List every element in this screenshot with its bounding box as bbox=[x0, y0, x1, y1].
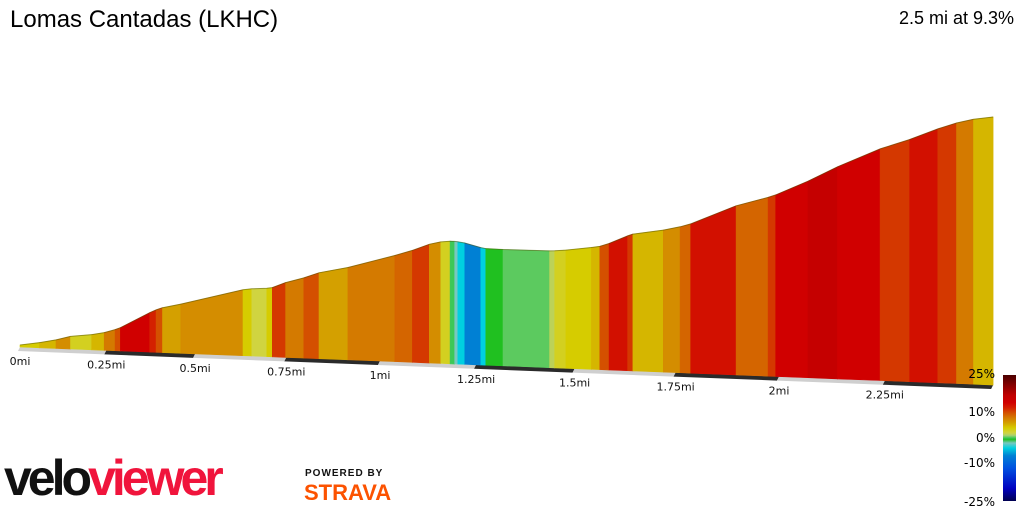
gradient-segment bbox=[549, 250, 556, 369]
legend-label-10: 10% bbox=[968, 405, 995, 419]
legend-label-neg25: -25% bbox=[963, 495, 995, 509]
distance-base-band bbox=[882, 380, 994, 389]
gradient-segment bbox=[565, 247, 592, 370]
distance-base-band bbox=[104, 350, 196, 358]
segment-title: Lomas Cantadas (LKHC) bbox=[10, 6, 279, 33]
legend-label-neg10: -10% bbox=[963, 456, 995, 470]
veloviewer-logo: veloviewer bbox=[4, 450, 224, 506]
x-tick-label: 2mi bbox=[769, 385, 790, 398]
gradient-segment bbox=[440, 240, 451, 365]
gradient-segment bbox=[599, 243, 610, 371]
strava-logo: STRAVA bbox=[304, 480, 392, 505]
gradient-segment bbox=[251, 287, 268, 357]
powered-by-label: POWERED BY bbox=[305, 468, 384, 479]
distance-base-band bbox=[378, 361, 477, 369]
gradient-segment bbox=[303, 272, 320, 360]
gradient-segment bbox=[428, 241, 442, 364]
gradient-segment bbox=[285, 277, 305, 359]
distance-base-band bbox=[18, 347, 107, 355]
x-tick-label: 0mi bbox=[10, 355, 31, 368]
profile-outline bbox=[19, 116, 994, 346]
gradient-segment bbox=[591, 246, 601, 370]
gradient-segment bbox=[837, 148, 881, 381]
gradient-segment bbox=[155, 307, 163, 353]
x-tick-label: 1.25mi bbox=[457, 373, 495, 386]
gradient-segment bbox=[909, 128, 939, 384]
gradient-segment bbox=[120, 312, 150, 353]
gradient-segment bbox=[162, 303, 182, 354]
gradient-segment bbox=[554, 249, 567, 369]
gradient-segment bbox=[70, 334, 92, 351]
distance-base-band bbox=[193, 353, 287, 362]
gradient-segment bbox=[973, 116, 994, 386]
x-tick-label: 1.75mi bbox=[656, 381, 694, 394]
gradient-segment bbox=[271, 282, 286, 358]
gradient-segment bbox=[608, 235, 628, 372]
distance-base-band bbox=[284, 357, 380, 366]
gradient-segment bbox=[180, 289, 244, 357]
x-tick-label: 2.25mi bbox=[866, 389, 904, 402]
distance-base-band bbox=[572, 368, 676, 377]
gradient-segment bbox=[690, 205, 737, 376]
legend-label-25: 25% bbox=[968, 367, 995, 381]
distance-base-band bbox=[777, 376, 885, 385]
gradient-segment bbox=[454, 241, 459, 365]
x-tick-label: 1.5mi bbox=[559, 377, 590, 390]
gradient-segment bbox=[149, 309, 157, 353]
distance-base-band bbox=[474, 364, 575, 373]
gradient-segment bbox=[679, 223, 692, 374]
gradient-segment bbox=[502, 249, 550, 369]
gradient-segment bbox=[627, 233, 634, 372]
legend-label-0: 0% bbox=[975, 431, 995, 445]
gradient-segment bbox=[103, 329, 116, 352]
gradient-segment bbox=[464, 242, 482, 366]
gradient-segment bbox=[937, 122, 957, 384]
gradient-segment bbox=[735, 197, 769, 377]
gradient-segment bbox=[632, 229, 664, 373]
x-tick-label: 0.5mi bbox=[179, 362, 210, 375]
gradient-segment bbox=[347, 255, 396, 362]
x-tick-label: 0.75mi bbox=[267, 365, 305, 378]
gradient-segment bbox=[91, 332, 105, 351]
gradient-segment bbox=[807, 166, 838, 380]
x-tick-label: 0.25mi bbox=[87, 358, 125, 371]
gradient-segment bbox=[242, 288, 253, 357]
x-tick-label: 1mi bbox=[370, 369, 391, 382]
gradient-segment bbox=[767, 194, 777, 377]
gradient-segment bbox=[457, 241, 466, 365]
gradient-segment bbox=[394, 250, 413, 363]
gradient-segment bbox=[879, 139, 911, 383]
gradient-segment bbox=[956, 118, 974, 385]
segment-summary: 2.5 mi at 9.3% bbox=[898, 8, 1014, 28]
distance-base-strip bbox=[18, 347, 994, 389]
distance-base-band bbox=[673, 372, 779, 381]
gradient-segment bbox=[775, 180, 809, 379]
gradient-segment bbox=[662, 226, 681, 374]
gradient-legend-bar bbox=[1003, 375, 1016, 501]
gradient-segment bbox=[485, 248, 504, 367]
gradient-segment bbox=[266, 287, 273, 358]
gradient-segment bbox=[480, 247, 487, 366]
gradient-segments bbox=[19, 116, 994, 386]
gradient-segment bbox=[114, 327, 121, 352]
gradient-segment bbox=[318, 267, 349, 361]
gradient-segment bbox=[412, 243, 430, 364]
gradient-segment bbox=[449, 240, 456, 365]
x-axis-ticks: 0mi 0.25mi 0.5mi 0.75mi 1mi 1.25mi 1.5mi 1.75mi… bbox=[10, 355, 904, 402]
